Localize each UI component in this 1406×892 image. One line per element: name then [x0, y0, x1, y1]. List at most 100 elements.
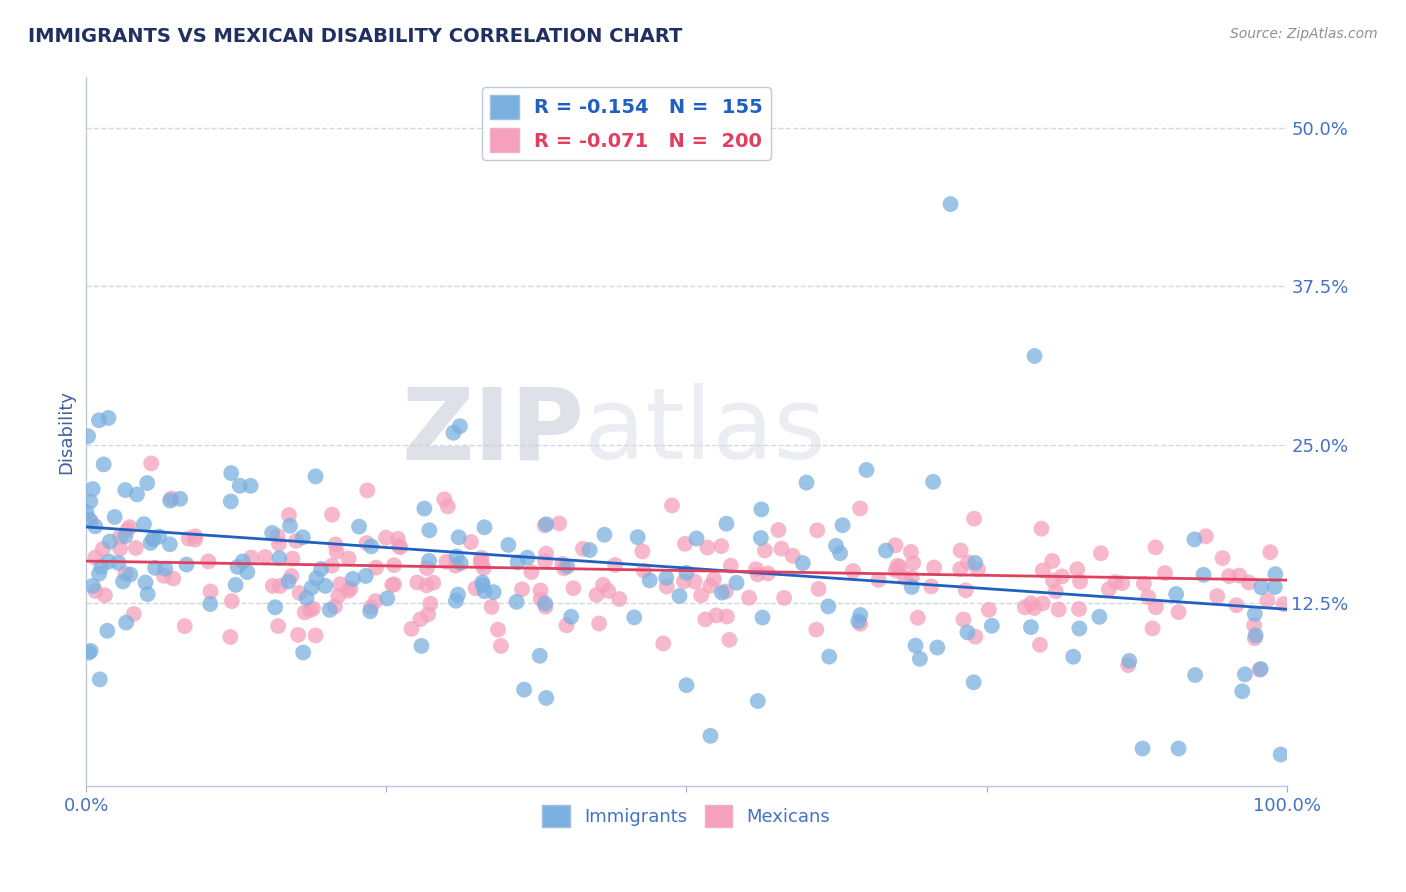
- Point: [652, 636, 675, 650]
- Point: [1029, 638, 1052, 652]
- Point: [436, 500, 458, 514]
- Point: [1042, 574, 1064, 588]
- Point: [294, 606, 316, 620]
- Point: [534, 554, 557, 568]
- Point: [534, 597, 557, 611]
- Point: [1032, 596, 1054, 610]
- Point: [120, 567, 142, 582]
- Point: [505, 595, 527, 609]
- Point: [675, 678, 697, 692]
- Point: [529, 648, 551, 663]
- Text: atlas: atlas: [585, 384, 827, 481]
- Point: [360, 600, 382, 615]
- Point: [534, 599, 557, 614]
- Point: [533, 518, 555, 533]
- Point: [301, 581, 323, 595]
- Point: [112, 574, 135, 589]
- Point: [266, 529, 288, 543]
- Point: [1264, 567, 1286, 582]
- Point: [849, 501, 872, 516]
- Point: [264, 600, 287, 615]
- Point: [720, 558, 742, 573]
- Point: [474, 584, 496, 599]
- Point: [1144, 541, 1167, 555]
- Point: [846, 614, 869, 628]
- Point: [118, 520, 141, 534]
- Point: [716, 609, 738, 624]
- Point: [232, 554, 254, 568]
- Point: [305, 571, 328, 585]
- Point: [84, 584, 107, 599]
- Point: [295, 591, 318, 605]
- Point: [471, 578, 494, 592]
- Point: [436, 555, 458, 569]
- Point: [1243, 618, 1265, 632]
- Point: [486, 623, 509, 637]
- Point: [79, 494, 101, 508]
- Point: [588, 616, 610, 631]
- Point: [339, 582, 361, 596]
- Point: [387, 532, 409, 546]
- Point: [598, 583, 620, 598]
- Point: [314, 579, 336, 593]
- Point: [229, 479, 252, 493]
- Point: [710, 539, 733, 553]
- Point: [90, 559, 112, 574]
- Point: [321, 558, 343, 573]
- Point: [922, 560, 945, 574]
- Point: [97, 411, 120, 425]
- Point: [806, 524, 828, 538]
- Point: [631, 544, 654, 558]
- Point: [304, 469, 326, 483]
- Point: [360, 540, 382, 554]
- Point: [269, 551, 291, 566]
- Point: [1069, 574, 1091, 589]
- Text: IMMIGRANTS VS MEXICAN DISABILITY CORRELATION CHART: IMMIGRANTS VS MEXICAN DISABILITY CORRELA…: [28, 27, 682, 45]
- Point: [409, 612, 432, 626]
- Point: [884, 563, 907, 577]
- Point: [747, 567, 769, 582]
- Point: [796, 475, 818, 490]
- Point: [281, 551, 304, 566]
- Point: [949, 543, 972, 558]
- Point: [1090, 546, 1112, 560]
- Point: [278, 518, 301, 533]
- Point: [900, 571, 922, 585]
- Point: [699, 579, 721, 593]
- Point: [1132, 741, 1154, 756]
- Point: [536, 517, 558, 532]
- Point: [160, 491, 183, 506]
- Point: [510, 582, 533, 597]
- Point: [1243, 607, 1265, 621]
- Point: [1195, 529, 1218, 543]
- Point: [922, 475, 945, 489]
- Point: [471, 575, 494, 590]
- Point: [886, 558, 908, 573]
- Point: [818, 649, 841, 664]
- Point: [411, 639, 433, 653]
- Point: [849, 608, 872, 623]
- Point: [534, 690, 557, 705]
- Point: [605, 558, 627, 572]
- Point: [114, 483, 136, 497]
- Point: [292, 646, 315, 660]
- Point: [375, 591, 398, 606]
- Point: [433, 492, 456, 507]
- Point: [963, 511, 986, 525]
- Point: [578, 543, 600, 558]
- Point: [142, 532, 165, 546]
- Point: [239, 479, 262, 493]
- Point: [952, 612, 974, 626]
- Point: [506, 555, 529, 569]
- Point: [572, 541, 595, 556]
- Point: [287, 628, 309, 642]
- Point: [855, 463, 877, 477]
- Point: [1111, 576, 1133, 591]
- Point: [1019, 596, 1042, 610]
- Point: [745, 562, 768, 576]
- Point: [1206, 589, 1229, 603]
- Point: [96, 624, 118, 638]
- Point: [1066, 562, 1088, 576]
- Point: [77, 512, 100, 526]
- Point: [956, 625, 979, 640]
